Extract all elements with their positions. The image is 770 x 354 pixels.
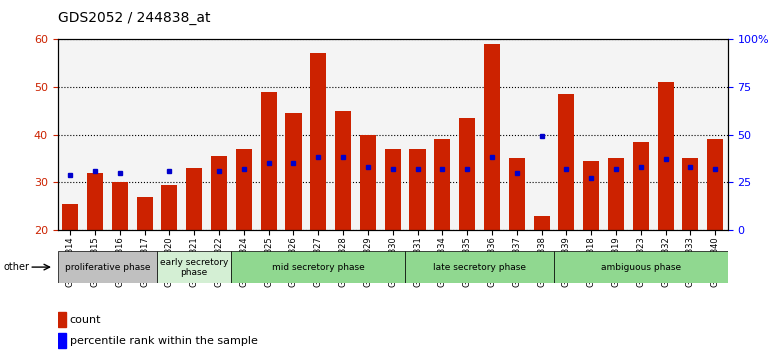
Text: other: other: [4, 262, 30, 272]
Bar: [405, 39, 430, 230]
Bar: [286, 113, 302, 230]
Text: ambiguous phase: ambiguous phase: [601, 263, 681, 272]
Text: count: count: [70, 315, 102, 325]
Bar: [132, 39, 157, 230]
Bar: [107, 39, 132, 230]
Bar: [330, 39, 356, 230]
Bar: [554, 251, 728, 283]
Bar: [335, 110, 351, 230]
Text: late secretory phase: late secretory phase: [433, 263, 526, 272]
Bar: [529, 39, 554, 230]
Bar: [281, 39, 306, 230]
Bar: [58, 251, 157, 283]
Bar: [306, 39, 330, 230]
Bar: [653, 39, 678, 230]
Bar: [82, 39, 107, 230]
Bar: [206, 39, 232, 230]
Bar: [628, 39, 653, 230]
Bar: [484, 44, 500, 230]
Bar: [236, 149, 252, 230]
Bar: [211, 156, 227, 230]
Bar: [232, 39, 256, 230]
Bar: [360, 135, 376, 230]
Bar: [583, 161, 599, 230]
Bar: [658, 82, 674, 230]
Bar: [260, 91, 276, 230]
Text: early secretory
phase: early secretory phase: [160, 258, 229, 277]
Bar: [608, 159, 624, 230]
Bar: [633, 142, 649, 230]
Bar: [162, 185, 177, 230]
Bar: [509, 159, 525, 230]
Bar: [455, 39, 480, 230]
Bar: [682, 159, 698, 230]
Bar: [310, 53, 326, 230]
Bar: [579, 39, 604, 230]
Bar: [62, 204, 79, 230]
Bar: [157, 251, 232, 283]
Bar: [405, 251, 554, 283]
Bar: [380, 39, 405, 230]
Bar: [157, 39, 182, 230]
Bar: [459, 118, 475, 230]
Bar: [504, 39, 529, 230]
Bar: [410, 149, 426, 230]
Bar: [554, 39, 579, 230]
Bar: [480, 39, 504, 230]
Text: mid secretory phase: mid secretory phase: [272, 263, 365, 272]
Bar: [136, 197, 152, 230]
Bar: [703, 39, 728, 230]
Bar: [356, 39, 380, 230]
Bar: [58, 333, 66, 348]
Bar: [434, 139, 450, 230]
Bar: [678, 39, 703, 230]
Bar: [112, 182, 128, 230]
Text: GDS2052 / 244838_at: GDS2052 / 244838_at: [58, 11, 210, 25]
Bar: [604, 39, 628, 230]
Bar: [58, 39, 82, 230]
Bar: [58, 312, 66, 327]
Bar: [558, 94, 574, 230]
Bar: [87, 173, 103, 230]
Bar: [385, 149, 400, 230]
Bar: [707, 139, 723, 230]
Text: proliferative phase: proliferative phase: [65, 263, 150, 272]
Bar: [430, 39, 455, 230]
Bar: [182, 39, 206, 230]
Bar: [256, 39, 281, 230]
Bar: [232, 251, 405, 283]
Bar: [534, 216, 550, 230]
Bar: [186, 168, 203, 230]
Text: percentile rank within the sample: percentile rank within the sample: [70, 336, 258, 346]
